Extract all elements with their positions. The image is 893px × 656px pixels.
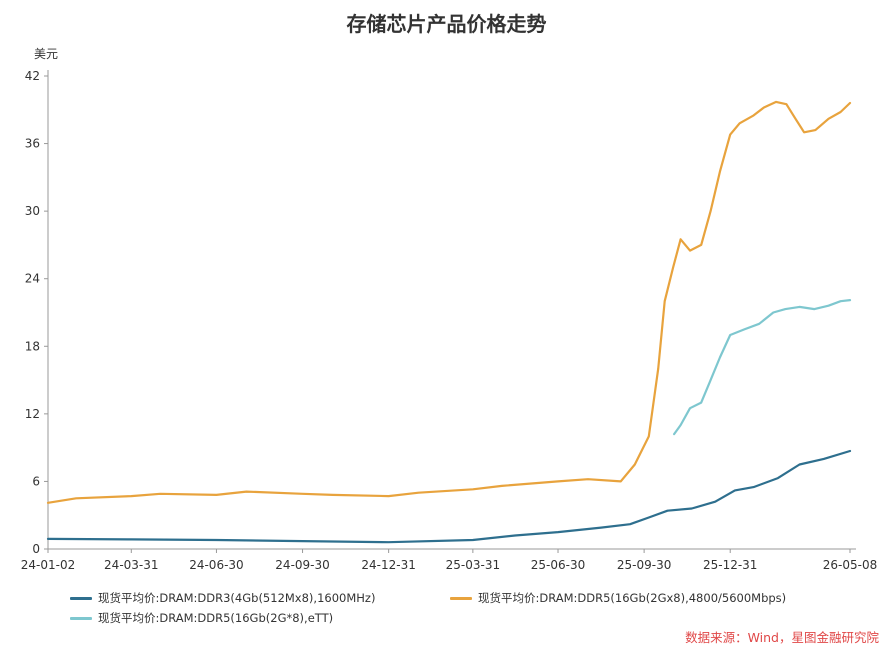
legend-label-ddr3: 现货平均价:DRAM:DDR3(4Gb(512Mx8),1600MHz) [98,591,376,605]
legend-entry-ddr5-4800: 现货平均价:DRAM:DDR5(16Gb(2Gx8),4800/5600Mbps… [450,590,786,606]
legend-label-ddr5-4800: 现货平均价:DRAM:DDR5(16Gb(2Gx8),4800/5600Mbps… [478,591,787,605]
legend-swatch-ddr5-ett [70,616,92,620]
chart-title: 存储芯片产品价格走势 [346,12,547,36]
y-tick-label: 36 [25,137,40,151]
y-tick-label: 42 [25,69,40,83]
x-tick-label: 25-12-31 [703,558,757,572]
y-tick-label: 6 [32,474,40,488]
x-tick-label: 24-12-31 [361,558,415,572]
legend-entry-ddr5-ett: 现货平均价:DRAM:DDR5(16Gb(2G*8),eTT) [70,610,333,626]
series-line-0 [46,449,852,544]
x-tick-label: 24-09-30 [275,558,329,572]
x-tick-label: 25-06-30 [531,558,585,572]
legend-entry-ddr3: 现货平均价:DRAM:DDR3(4Gb(512Mx8),1600MHz) [70,590,375,606]
legend-swatch-ddr3 [70,596,92,600]
legend-label-ddr5-ett: 现货平均价:DRAM:DDR5(16Gb(2G*8),eTT) [98,611,334,625]
series-line-2 [673,299,852,436]
x-tick-label: 25-09-30 [617,558,671,572]
y-tick-label: 30 [25,204,40,218]
x-tick-label: 24-01-02 [21,558,75,572]
y-tick-label: 24 [25,272,40,286]
y-tick-label: 18 [25,339,40,353]
y-tick-label: 0 [32,542,40,556]
source-note: 数据来源：Wind，星图金融研究院 [685,630,879,645]
y-tick-label: 12 [25,407,40,421]
x-tick-label: 25-03-31 [446,558,500,572]
x-tick-label: 24-03-31 [104,558,158,572]
series-line-1 [46,100,852,504]
legend-swatch-ddr5-4800 [450,596,472,600]
y-axis-unit: 美元 [34,47,58,61]
x-tick-label: 24-06-30 [189,558,243,572]
x-tick-label: 26-05-08 [823,558,877,572]
